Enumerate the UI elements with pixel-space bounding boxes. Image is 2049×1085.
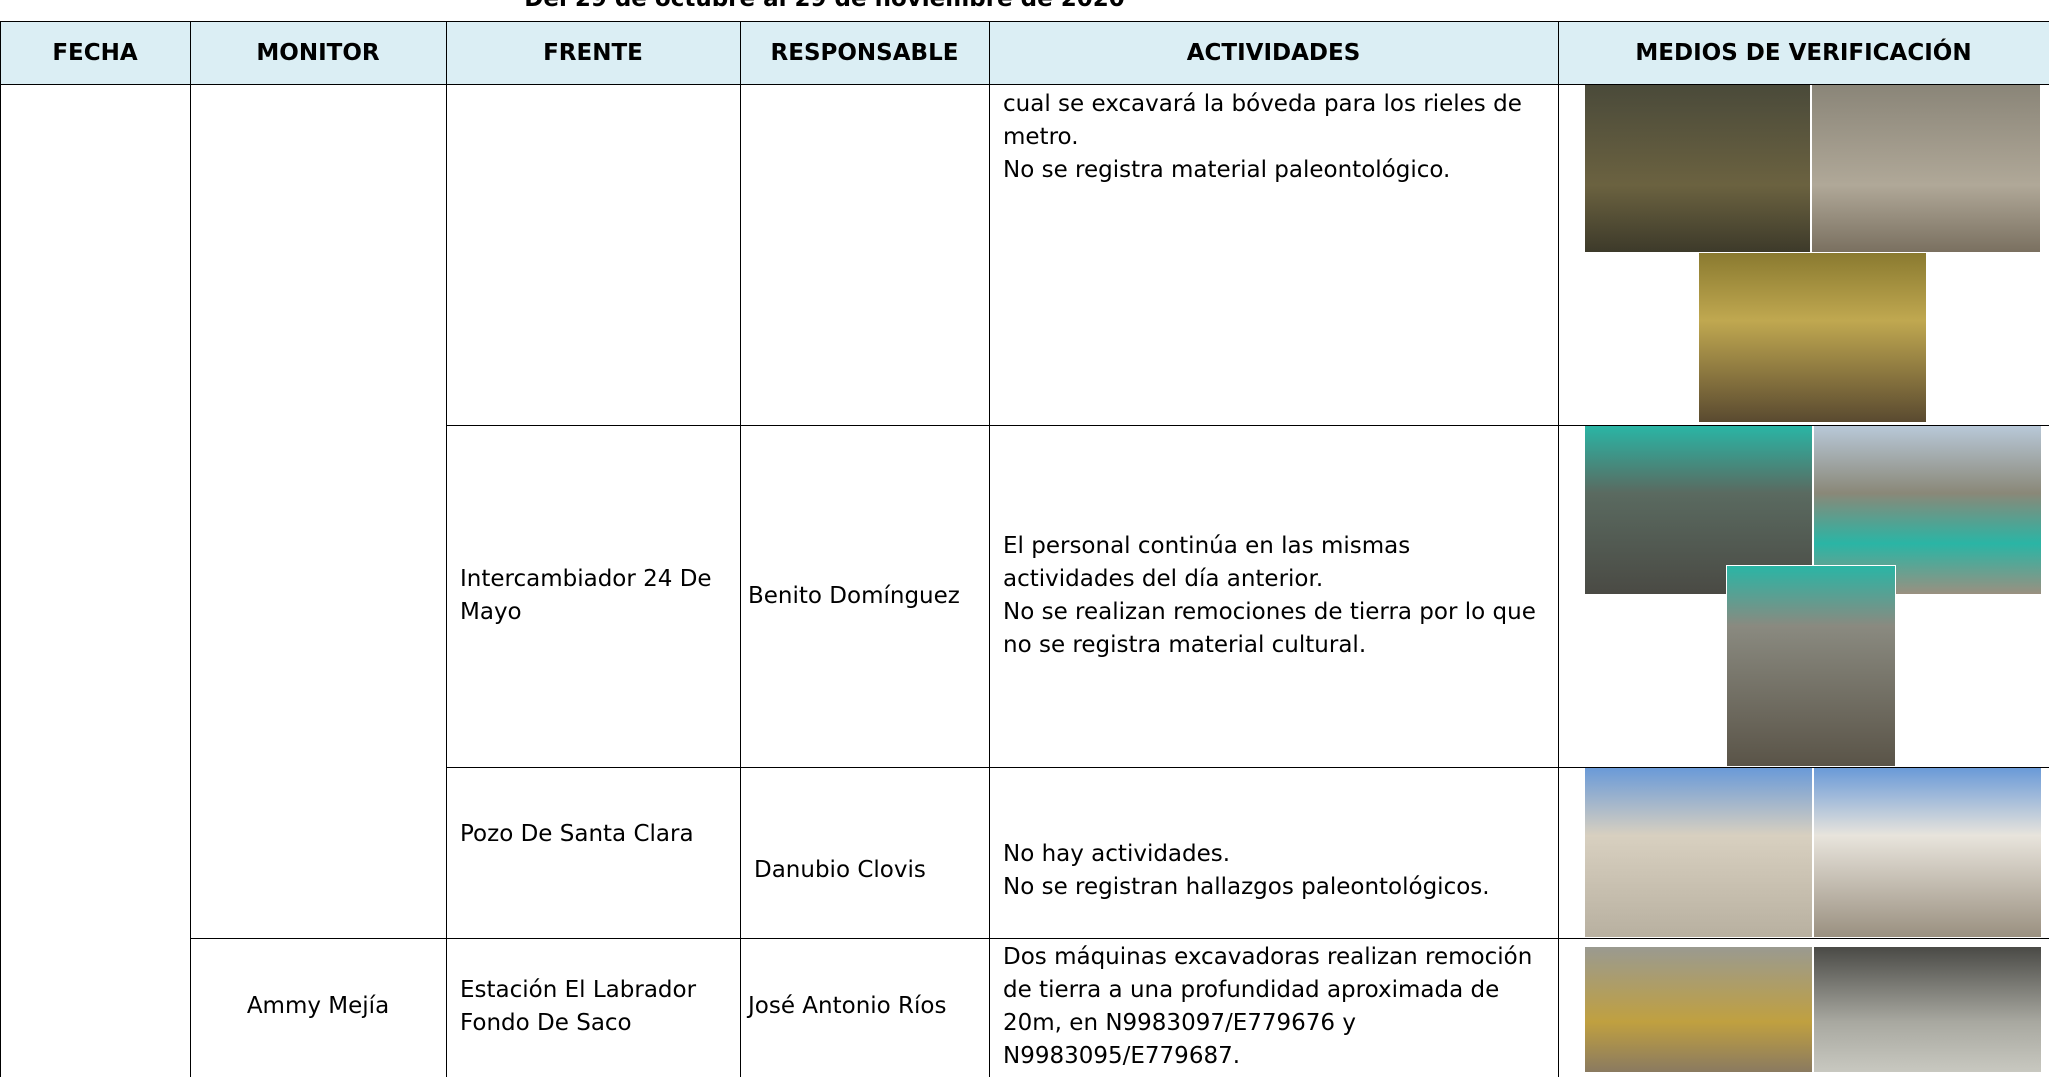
frente-cell: Intercambiador 24 De Mayo: [446, 425, 740, 767]
text: No hay actividades.: [1003, 840, 1231, 867]
frente-cell: Pozo De Santa Clara: [446, 767, 740, 902]
responsable-cell: Benito Domínguez: [740, 425, 989, 767]
responsable-cell: Danubio Clovis: [740, 767, 989, 938]
text: El personal continúa en las mismas activ…: [1003, 533, 1411, 592]
header-cell: ACTIVIDADES: [989, 21, 1558, 84]
text: Benito Domínguez: [748, 582, 960, 609]
header-cell: FECHA: [0, 21, 190, 84]
text: No se registra material paleontológico.: [1003, 157, 1451, 183]
text: Estación El Labrador Fondo De Saco: [460, 976, 697, 1036]
photo: [1584, 84, 1811, 253]
text: Dos máquinas excavadoras realizan remoci…: [1003, 944, 1533, 1069]
border: [0, 21, 1, 1077]
monitor-cell: Ammy Mejía: [190, 938, 446, 1085]
text: Intercambiador 24 De Mayo: [460, 566, 712, 625]
activities-cell: cual se excavará la bóveda para los riel…: [989, 84, 1558, 425]
header-cell: RESPONSABLE: [740, 21, 989, 84]
text: Danubio Clovis: [754, 857, 926, 883]
border: [446, 21, 447, 1077]
text: No se registran hallazgos paleontológico…: [1003, 873, 1490, 900]
photo: [1584, 767, 1813, 938]
text: José Antonio Ríos: [748, 993, 947, 1019]
photo: [1813, 767, 2042, 938]
border: [446, 767, 2049, 768]
title: Del 29 de octubre al 29 de noviembre de …: [0, 0, 1849, 12]
header-cell: FRENTE: [446, 21, 740, 84]
border: [989, 21, 990, 1077]
header-cell: MONITOR: [190, 21, 446, 84]
border: [190, 938, 2049, 939]
photo: [1811, 84, 2041, 253]
header-cell: MEDIOS DE VERIFICACIÓN: [1558, 21, 2049, 84]
activities-cell: El personal continúa en las mismas activ…: [989, 425, 1558, 767]
frente-cell: Estación El Labrador Fondo De Saco: [446, 938, 740, 1085]
border: [446, 425, 2049, 426]
text: Pozo De Santa Clara: [460, 821, 694, 847]
text: cual se excavará la bóveda para los riel…: [1003, 91, 1522, 150]
activities-cell: No hay actividades. No se registran hall…: [989, 767, 1558, 938]
photo: [1584, 946, 1813, 1073]
text: Ammy Mejía: [246, 993, 390, 1019]
text: No se realizan remociones de tierra por …: [1003, 599, 1536, 658]
photo: [1726, 565, 1896, 767]
border: [0, 21, 2049, 22]
responsable-cell: José Antonio Ríos: [740, 938, 989, 1085]
activities-cell: Dos máquinas excavadoras realizan remoci…: [989, 938, 1558, 1085]
border: [190, 21, 191, 1077]
photo: [1813, 946, 2042, 1073]
border: [1558, 21, 1559, 1077]
border: [0, 84, 2049, 85]
photo: [1698, 252, 1927, 423]
border: [740, 21, 741, 1077]
